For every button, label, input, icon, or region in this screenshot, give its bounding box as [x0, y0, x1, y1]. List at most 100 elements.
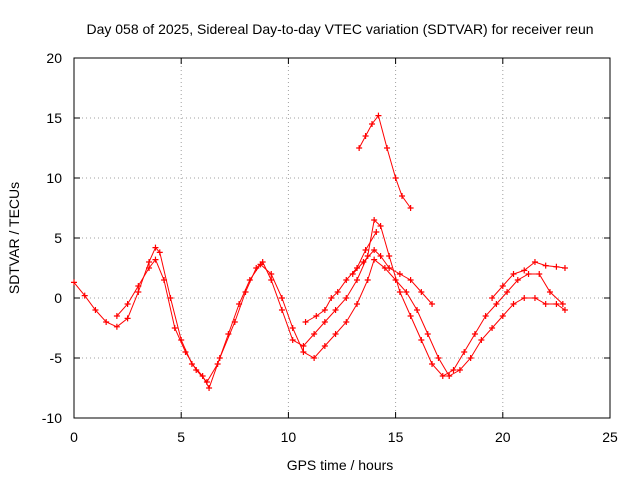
- series-line: [305, 231, 377, 323]
- data-point: [403, 289, 410, 295]
- data-point: [321, 319, 328, 325]
- data-point: [135, 289, 142, 295]
- data-point: [429, 301, 436, 307]
- data-point: [257, 261, 264, 268]
- data-point: [81, 292, 88, 299]
- data-point: [482, 313, 489, 319]
- data-point: [450, 367, 457, 373]
- data-point: [343, 277, 350, 283]
- series-track-b: [113, 256, 568, 385]
- data-point: [92, 307, 99, 313]
- data-point: [478, 337, 485, 343]
- data-point: [424, 331, 431, 337]
- data-point: [146, 259, 153, 265]
- data-point: [561, 307, 568, 313]
- y-tick-label: -10: [42, 410, 62, 426]
- y-tick-label: -5: [50, 350, 63, 366]
- data-point: [377, 253, 384, 259]
- series-track-f: [302, 229, 380, 325]
- data-point: [386, 253, 393, 259]
- x-tick-label: 20: [495, 429, 511, 445]
- data-point: [536, 271, 543, 277]
- data-point: [396, 289, 403, 295]
- data-point: [392, 277, 399, 283]
- data-point: [489, 295, 496, 301]
- data-point: [471, 331, 478, 337]
- data-point: [446, 373, 453, 379]
- data-point: [504, 289, 511, 295]
- data-point: [289, 325, 296, 331]
- x-axis-label: GPS time / hours: [287, 457, 394, 473]
- data-point: [456, 367, 463, 373]
- data-point: [334, 289, 341, 295]
- data-point: [182, 349, 189, 355]
- data-point: [399, 193, 406, 199]
- data-point: [199, 373, 206, 379]
- data-point: [311, 331, 318, 337]
- data-point: [278, 295, 285, 301]
- data-point: [343, 295, 350, 301]
- data-point: [386, 265, 393, 271]
- y-tick-label: 5: [54, 230, 62, 246]
- data-point: [124, 301, 131, 307]
- data-point: [439, 373, 446, 379]
- data-point: [354, 265, 361, 271]
- series-line: [116, 258, 566, 383]
- data-point: [510, 271, 517, 277]
- data-point: [364, 277, 371, 283]
- data-point: [384, 145, 391, 151]
- data-point: [300, 349, 307, 355]
- data-point: [362, 247, 369, 253]
- data-point: [268, 277, 275, 283]
- data-point: [371, 217, 378, 223]
- data-point: [369, 121, 376, 127]
- data-point: [499, 283, 506, 289]
- data-point: [354, 277, 361, 283]
- data-point: [467, 355, 474, 361]
- data-point: [349, 271, 356, 277]
- data-point: [392, 175, 399, 181]
- data-point: [521, 295, 528, 301]
- data-point: [542, 262, 549, 269]
- data-point: [332, 331, 339, 337]
- data-point: [531, 295, 538, 301]
- data-point: [321, 343, 328, 349]
- data-point: [193, 367, 200, 373]
- data-point: [161, 277, 168, 283]
- data-point: [313, 313, 320, 319]
- x-tick-label: 15: [388, 429, 404, 445]
- data-point: [278, 307, 285, 313]
- data-point: [559, 301, 566, 307]
- data-point: [542, 301, 549, 307]
- x-tick-label: 10: [281, 429, 297, 445]
- series-line: [73, 219, 564, 390]
- data-point: [124, 315, 131, 322]
- data-point: [311, 355, 318, 361]
- chart-title: Day 058 of 2025, Sidereal Day-to-day VTE…: [86, 21, 593, 37]
- data-point: [561, 265, 568, 271]
- data-point: [407, 205, 414, 211]
- data-point: [429, 361, 436, 367]
- data-point: [493, 301, 500, 307]
- data-point: [414, 307, 421, 313]
- data-point: [373, 229, 380, 235]
- data-point: [525, 271, 532, 277]
- data-point: [300, 343, 307, 349]
- y-axis-label: SDTVAR / TECUs: [6, 182, 22, 294]
- data-point: [71, 279, 77, 286]
- data-point: [321, 307, 328, 313]
- data-point: [407, 277, 414, 283]
- x-tick-label: 25: [602, 429, 618, 445]
- series-track-d: [356, 112, 414, 211]
- data-point: [521, 267, 528, 274]
- data-point: [343, 319, 350, 325]
- y-tick-label: 0: [54, 290, 62, 306]
- data-layer: [71, 112, 568, 391]
- data-point: [489, 325, 496, 331]
- data-point: [206, 385, 213, 391]
- data-point: [356, 145, 363, 151]
- data-point: [362, 133, 369, 139]
- data-point: [268, 271, 275, 277]
- y-tick-label: 15: [46, 110, 62, 126]
